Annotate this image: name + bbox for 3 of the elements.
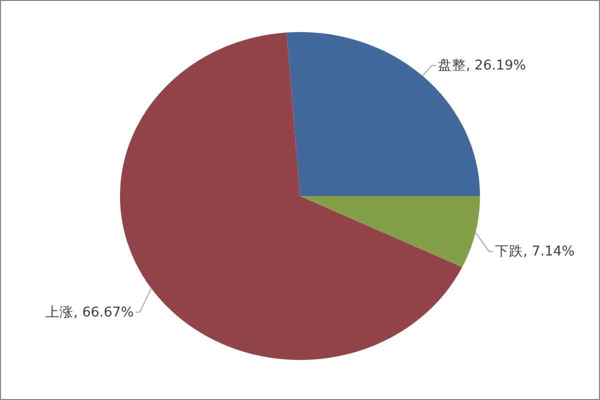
slice-label: 上涨, 66.67%: [46, 304, 134, 320]
slice-label: 盘整, 26.19%: [438, 58, 526, 74]
slice-label: 下跌, 7.14%: [495, 244, 575, 260]
